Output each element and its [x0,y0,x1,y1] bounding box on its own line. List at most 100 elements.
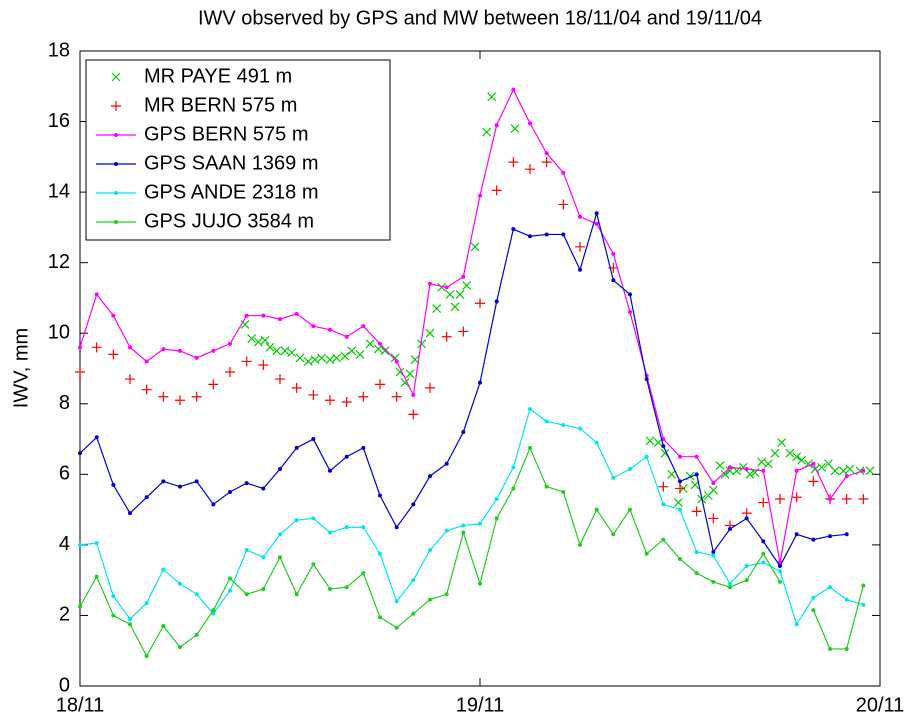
data-point [541,157,552,168]
data-point [508,157,519,168]
data-point [544,232,549,237]
data-point [578,267,582,272]
data-point [461,430,466,434]
data-point [811,461,816,466]
data-point [394,625,399,630]
data-point [261,555,266,560]
data-point [228,576,232,581]
data-point [94,435,99,440]
data-point [365,339,375,349]
y-tick-label: 2 [59,604,70,626]
data-point [628,310,632,315]
data-point [844,646,849,651]
data-point [745,469,755,479]
data-point [494,123,499,128]
data-point [78,345,82,350]
y-tick-label: 12 [48,251,70,273]
data-point [161,347,166,352]
data-point [394,359,399,364]
data-point [310,355,320,365]
data-point [111,613,116,618]
data-point [328,586,332,591]
data-point [378,493,382,498]
data-point [194,632,199,637]
data-point [244,313,249,318]
y-tick-label: 14 [48,180,70,202]
data-point [400,378,410,388]
data-point [311,437,316,442]
data-point [375,379,385,390]
data-point [78,604,82,609]
data-point [78,542,82,547]
data-point [191,391,202,402]
data-point [808,476,819,487]
data-point [340,351,350,361]
data-point [378,615,382,620]
data-point [865,466,875,476]
y-axis-label: IWV, mm [10,328,32,408]
data-point [178,581,182,586]
data-point [678,454,682,459]
data-point [511,87,516,92]
data-point [247,334,257,343]
data-point [478,380,482,385]
data-point [575,241,585,252]
data-point [78,451,82,456]
data-point [770,448,780,458]
data-point [711,549,716,554]
data-point [161,567,166,572]
data-point [792,452,802,462]
data-point [511,486,516,491]
data-point [462,281,472,291]
data-point [838,466,848,476]
data-point [287,348,297,358]
data-point [744,516,749,521]
data-point [487,92,497,102]
data-point [428,474,432,479]
data-point [111,313,116,318]
legend-marker [114,133,118,137]
data-point [347,346,357,356]
data-point [311,562,316,567]
data-point [778,569,782,574]
data-point [611,251,616,256]
data-point [715,461,725,470]
data-point [445,289,455,299]
data-point [544,419,549,424]
data-point [94,541,99,546]
series-line [79,408,864,626]
x-tick-label: 19/11 [456,694,505,716]
data-point [228,489,232,494]
data-point [794,622,799,627]
data-point [358,391,369,402]
data-point [720,469,730,479]
legend-label: MR BERN 575 m [144,94,297,116]
data-point [295,353,305,363]
data-point [528,407,532,412]
data-point [861,583,866,588]
data-point [561,170,566,175]
data-point [711,481,716,486]
data-point [558,199,569,210]
data-point [258,359,269,370]
data-point [828,497,832,502]
data-point [361,324,366,329]
data-point [194,355,199,360]
data-point [758,497,769,508]
data-point [811,537,816,542]
data-point [108,349,119,360]
legend-label: GPS ANDE 2318 m [144,181,319,203]
data-point [491,185,502,196]
data-point [405,369,415,379]
data-point [244,548,249,553]
data-point [361,525,366,530]
data-point [470,242,480,252]
data-point [708,485,718,495]
legend-label: GPS BERN 575 m [144,123,309,145]
data-point [144,359,149,364]
data-point [817,462,827,472]
data-point [511,465,516,470]
data-point [175,395,185,406]
data-point [444,528,449,533]
data-point [828,534,832,539]
